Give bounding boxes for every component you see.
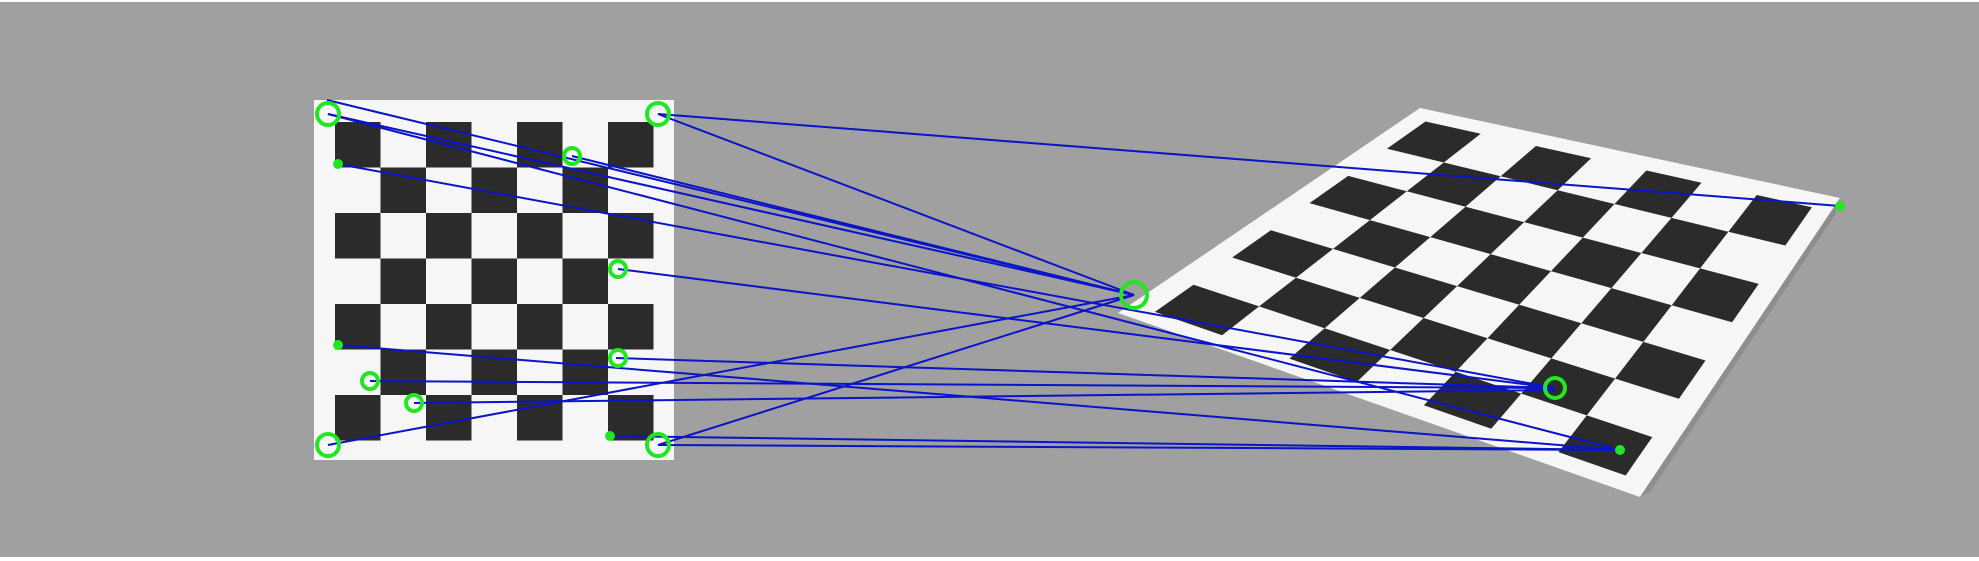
left-board-square bbox=[426, 213, 472, 259]
right-checkerboard-image bbox=[1118, 108, 1840, 497]
right-board-square bbox=[1614, 170, 1702, 218]
left-board-square bbox=[517, 122, 563, 168]
keypoint-ring bbox=[1119, 280, 1149, 310]
match-line bbox=[337, 163, 1556, 389]
left-board-square bbox=[380, 258, 426, 304]
bottom-border bbox=[0, 557, 1979, 561]
match-line bbox=[657, 113, 1135, 296]
right-board-paper-shadow bbox=[1640, 198, 1840, 497]
keypoint-ring bbox=[608, 348, 628, 368]
right-board-square bbox=[1309, 175, 1407, 221]
left-board-square bbox=[335, 122, 381, 168]
keypoint-ring bbox=[315, 432, 341, 458]
match-line bbox=[369, 380, 1556, 389]
match-line bbox=[413, 389, 1556, 404]
keypoint-dot bbox=[1835, 201, 1845, 211]
keypoint-ring bbox=[404, 393, 424, 413]
left-board-square bbox=[517, 304, 563, 350]
left-board-square bbox=[380, 349, 426, 395]
left-board-square bbox=[608, 395, 654, 441]
left-board-square bbox=[608, 304, 654, 350]
keypoint-ring bbox=[562, 146, 582, 166]
right-board-square bbox=[1500, 146, 1592, 191]
right-board-square bbox=[1581, 288, 1672, 342]
left-board-square bbox=[562, 349, 608, 395]
keypoint-ring bbox=[315, 101, 341, 127]
keypoint-dot bbox=[605, 431, 615, 441]
keypoints bbox=[315, 101, 1845, 458]
right-board-square bbox=[1615, 341, 1706, 399]
left-board-square bbox=[335, 304, 381, 350]
right-board-square bbox=[1524, 190, 1615, 238]
right-board-square bbox=[1390, 318, 1488, 372]
right-board-square bbox=[1457, 254, 1551, 305]
match-line bbox=[617, 268, 1556, 389]
left-board-square bbox=[426, 304, 472, 350]
match-line bbox=[657, 113, 1841, 207]
left-checkerboard-image bbox=[314, 100, 674, 460]
right-board-square bbox=[1289, 328, 1391, 382]
keypoint-dot bbox=[1615, 445, 1625, 455]
match-line bbox=[657, 444, 1621, 451]
right-board-square bbox=[1430, 206, 1525, 255]
right-board-square bbox=[1551, 237, 1642, 289]
right-board-square bbox=[1386, 121, 1481, 163]
keypoint-ring bbox=[608, 259, 628, 279]
keypoint-ring bbox=[645, 432, 671, 458]
left-board-square bbox=[335, 395, 381, 441]
keypoint-dot bbox=[333, 340, 343, 350]
right-board-square bbox=[1154, 284, 1260, 336]
match-line bbox=[327, 294, 1135, 446]
left-board-square bbox=[335, 213, 381, 259]
keypoint-ring bbox=[360, 371, 380, 391]
top-border bbox=[0, 0, 1979, 2]
keypoint-dot bbox=[333, 159, 343, 169]
right-board-square bbox=[1521, 358, 1616, 416]
keypoint-ring bbox=[1543, 376, 1567, 400]
left-board-square bbox=[471, 258, 517, 304]
right-board-square bbox=[1641, 217, 1729, 269]
right-board-square bbox=[1232, 230, 1333, 278]
right-board-square bbox=[1359, 267, 1458, 318]
left-board-square bbox=[380, 167, 426, 213]
left-board-square bbox=[517, 213, 563, 259]
right-board-square bbox=[1728, 195, 1812, 246]
match-line bbox=[657, 294, 1135, 446]
left-board-square bbox=[608, 122, 654, 168]
right-board-square bbox=[1671, 268, 1759, 323]
match-line bbox=[326, 99, 1135, 296]
match-line bbox=[327, 113, 1135, 296]
right-board-square bbox=[1487, 304, 1582, 359]
right-board-square bbox=[1259, 277, 1360, 329]
keypoint-ring bbox=[645, 101, 671, 127]
right-board-square bbox=[1333, 220, 1431, 268]
match-lines bbox=[326, 99, 1841, 451]
left-board-square bbox=[562, 258, 608, 304]
match-line bbox=[609, 435, 1621, 451]
